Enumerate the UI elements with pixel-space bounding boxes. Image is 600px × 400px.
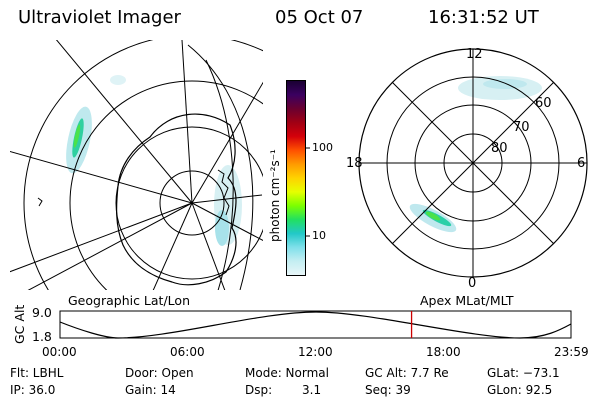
dsp-label: Dsp: [245,383,273,397]
door-info: Door: Open [125,366,194,380]
dsp-value: 3.1 [302,383,322,397]
mlat-label-60: 60 [535,96,552,111]
latitude-circle [159,170,225,236]
time-tick-1: 06:00 [170,345,205,359]
observation-date: 05 Oct 07 [275,7,364,28]
ip-info: IP: 36.0 [10,383,56,397]
gc-alt-ymin: 1.8 [32,329,52,344]
filter-info: Flt: LBHL [10,366,64,380]
time-tick-3: 18:00 [426,345,461,359]
coastline [115,113,237,286]
gain-info: Gain: 14 [125,383,176,397]
gc-alt-curve [59,311,572,339]
instrument-title: Ultraviolet Imager [18,7,181,28]
time-tick-0: 00:00 [42,345,77,359]
mlt-label-18: 18 [346,156,363,171]
gc-alt-ymax: 9.0 [32,305,52,320]
time-tick-2: 12:00 [298,345,333,359]
mlt-label-12: 12 [466,47,483,62]
colorbar-tick-10: 10 [312,229,326,242]
mlt-label-0: 0 [468,276,477,291]
latitude-circle [115,126,263,280]
observation-time: 16:31:52 UT [428,7,539,28]
colorbar-tick-100: 100 [312,141,333,154]
mlt-label-6: 6 [577,156,586,171]
colorbar [286,80,306,276]
mlat-label-80: 80 [491,141,508,156]
mlat-label-70: 70 [513,120,530,135]
glat-info: GLat: −73.1 [487,366,560,380]
seq-info: Seq: 39 [365,383,411,397]
right-panel-label: Apex MLat/MLT [420,293,514,308]
glon-info: GLon: 92.5 [487,383,553,397]
gc-alt-info: GC Alt: 7.7 Re [365,366,449,380]
latitude-circle [23,40,263,290]
time-tick-4: 23:59 [554,345,589,359]
latitude-circle [69,80,263,290]
left-panel-label: Geographic Lat/Lon [68,293,190,308]
mode-info: Mode: Normal [245,366,329,380]
